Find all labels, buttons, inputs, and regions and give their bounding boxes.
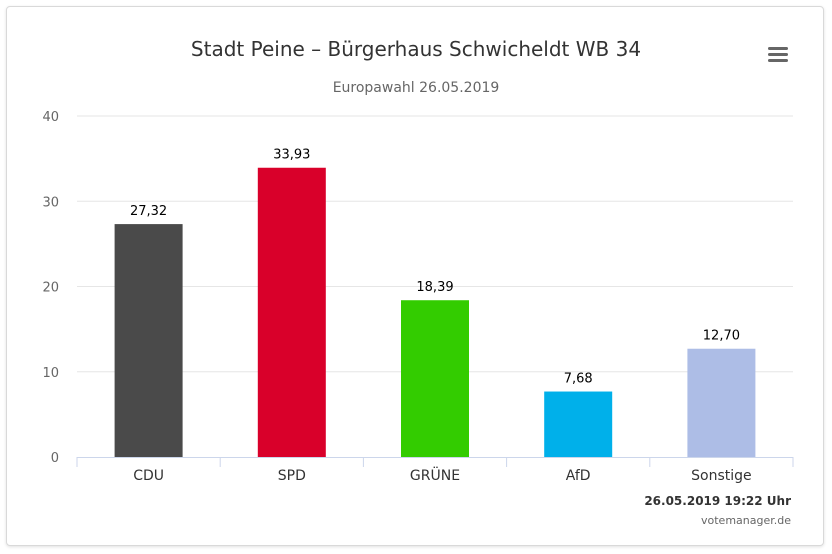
bar-cdu[interactable] xyxy=(114,224,183,457)
y-tick-label: 30 xyxy=(42,195,59,210)
x-axis-labels: CDU SPD GRÜNE AfD Sonstige xyxy=(133,466,751,484)
bar-grüne[interactable] xyxy=(401,300,469,457)
chart-title: Stadt Peine – Bürgerhaus Schwicheldt WB … xyxy=(191,37,641,61)
data-labels: 27,32 33,93 18,39 7,68 12,70 xyxy=(130,148,740,387)
bar-sonstige[interactable] xyxy=(687,348,756,457)
y-axis-ticks: 0 10 20 30 40 xyxy=(42,110,59,466)
hamburger-menu-icon[interactable] xyxy=(767,45,789,65)
credit-link[interactable]: votemanager.de xyxy=(701,514,791,527)
bars xyxy=(114,167,756,457)
bar-afd[interactable] xyxy=(544,391,613,457)
chart-svg: Stadt Peine – Bürgerhaus Schwicheldt WB … xyxy=(42,37,794,527)
x-category-label: AfD xyxy=(566,468,591,484)
x-category-label: SPD xyxy=(278,468,306,484)
bar-spd[interactable] xyxy=(257,167,326,457)
x-category-label: Sonstige xyxy=(691,468,752,484)
chart-container: Stadt Peine – Bürgerhaus Schwicheldt WB … xyxy=(6,6,824,546)
data-label: 18,39 xyxy=(416,280,453,295)
x-category-label: CDU xyxy=(133,468,164,484)
y-tick-label: 10 xyxy=(42,366,59,381)
y-tick-label: 40 xyxy=(42,110,59,125)
x-axis xyxy=(76,457,794,467)
data-label: 7,68 xyxy=(564,372,593,387)
data-label: 33,93 xyxy=(273,148,310,163)
data-label: 12,70 xyxy=(703,329,740,344)
chart-subtitle: Europawahl 26.05.2019 xyxy=(333,80,500,96)
data-label: 27,32 xyxy=(130,204,167,219)
timestamp: 26.05.2019 19:22 Uhr xyxy=(644,494,791,508)
x-category-label: GRÜNE xyxy=(410,466,460,484)
y-tick-label: 20 xyxy=(42,281,59,296)
y-tick-label: 0 xyxy=(51,451,59,466)
